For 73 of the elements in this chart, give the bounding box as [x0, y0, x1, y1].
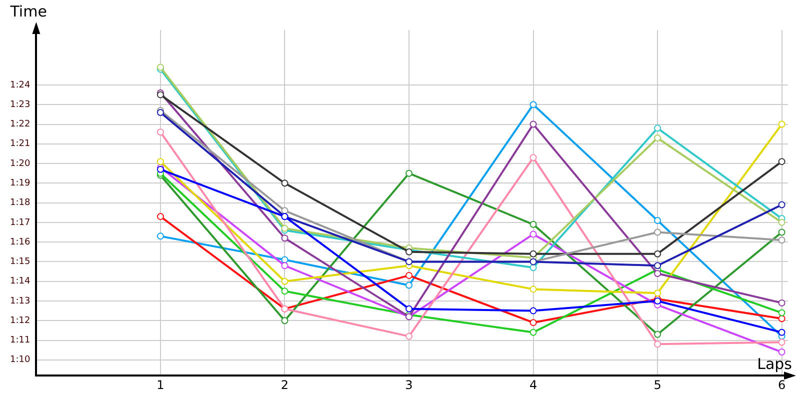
y-tick-label: 1:23 — [10, 100, 30, 110]
point — [530, 250, 537, 258]
point — [530, 286, 537, 293]
point — [778, 236, 786, 244]
point — [281, 180, 288, 187]
point — [530, 230, 537, 238]
y-tick-label: 1:21 — [10, 139, 30, 150]
point — [530, 307, 537, 314]
point — [281, 262, 288, 270]
point — [778, 348, 786, 356]
x-axis-title: Laps — [757, 354, 792, 373]
x-tick-label: 3 — [405, 378, 413, 392]
y-tick-label: 1:10 — [10, 355, 30, 366]
point — [654, 228, 662, 236]
point — [530, 120, 537, 128]
point — [654, 216, 662, 224]
x-tick-label: 4 — [529, 378, 538, 392]
point — [778, 228, 786, 236]
y-tick-label: 1:17 — [10, 218, 30, 228]
point — [654, 270, 662, 277]
point — [281, 234, 288, 242]
point — [156, 232, 164, 240]
point — [530, 264, 537, 272]
point — [778, 328, 786, 336]
point — [156, 213, 164, 220]
y-tick-label: 1:16 — [10, 237, 30, 248]
point — [530, 328, 537, 336]
point — [281, 207, 288, 214]
point — [406, 332, 412, 340]
point — [530, 101, 537, 108]
x-tick-label: 2 — [280, 378, 289, 392]
point — [281, 288, 288, 295]
x-tick-label: 6 — [778, 378, 786, 392]
point — [778, 218, 786, 226]
point — [778, 120, 786, 128]
point — [654, 330, 662, 338]
point — [654, 134, 662, 142]
point — [281, 317, 288, 324]
point — [530, 154, 537, 162]
y-tick-label: 1:13 — [10, 296, 30, 306]
point — [530, 220, 537, 228]
point — [654, 124, 662, 132]
point — [778, 299, 786, 306]
x-tick-label: 1 — [156, 378, 164, 392]
point — [654, 250, 662, 258]
point — [778, 309, 786, 316]
point — [530, 319, 537, 326]
y-tick-label: 1:22 — [10, 120, 30, 130]
point — [778, 338, 786, 346]
point — [281, 256, 288, 264]
y-tick-label: 1:20 — [10, 158, 30, 169]
y-tick-label: 1:15 — [10, 257, 30, 268]
y-tick-label: 1:24 — [10, 80, 30, 90]
y-tick-label: 1:18 — [10, 198, 30, 208]
point — [654, 262, 662, 270]
y-tick-label: 1:12 — [10, 316, 30, 326]
x-tick-label: 5 — [654, 378, 662, 392]
point — [406, 282, 412, 289]
y-tick-label: 1:19 — [10, 178, 30, 189]
point — [654, 290, 662, 297]
point — [778, 158, 786, 166]
point — [778, 201, 786, 208]
point — [654, 340, 662, 348]
point — [156, 158, 164, 166]
point — [778, 315, 786, 322]
point — [281, 278, 288, 285]
point — [156, 128, 164, 136]
point — [406, 170, 412, 177]
point — [406, 272, 412, 279]
y-tick-label: 1:11 — [10, 336, 30, 346]
y-tick-label: 1:14 — [10, 276, 30, 287]
y-axis-title: Time — [9, 2, 47, 20]
point — [406, 305, 412, 312]
